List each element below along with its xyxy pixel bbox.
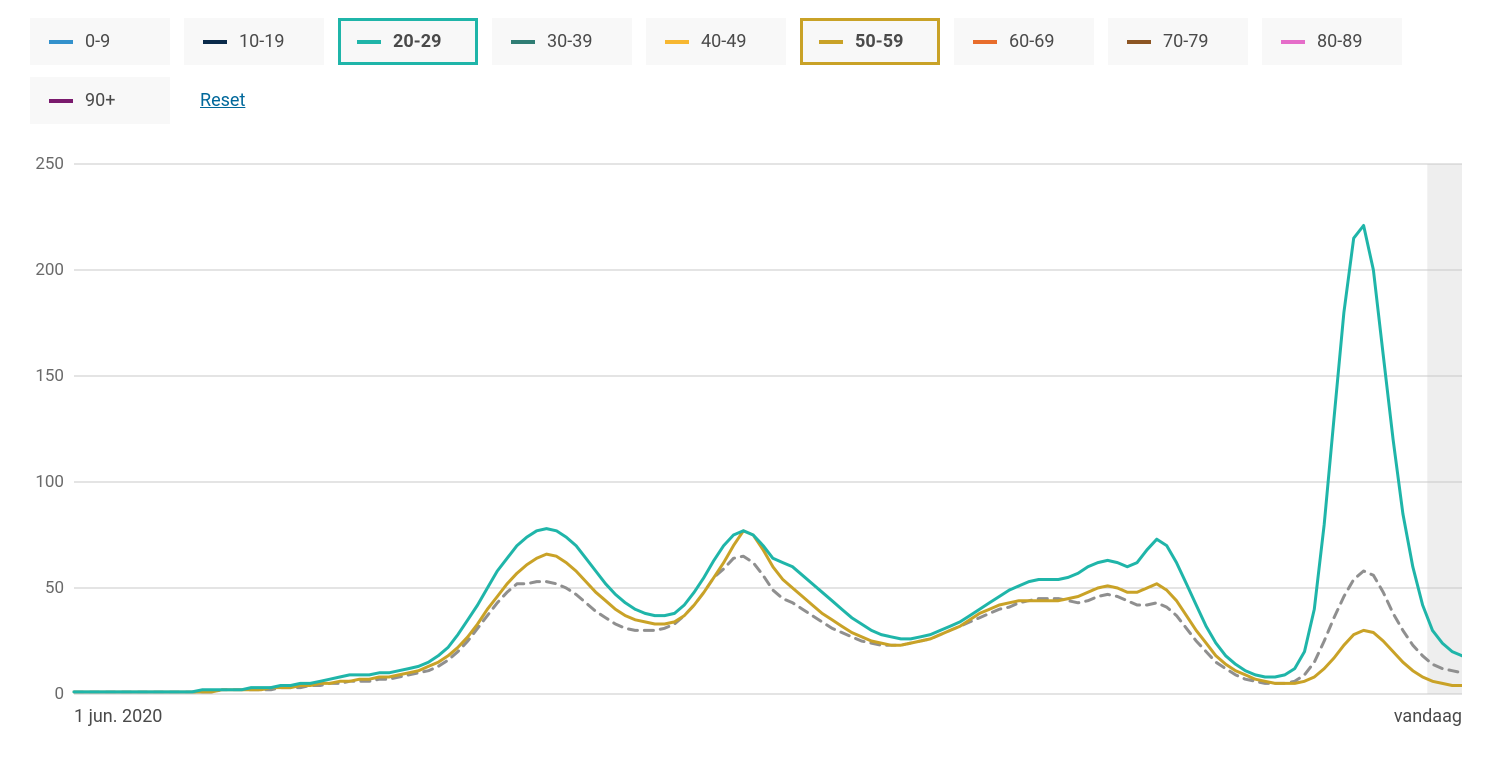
legend-item-label: 20-29 bbox=[393, 31, 441, 52]
y-tick-label: 50 bbox=[45, 578, 64, 598]
legend-item-label: 10-19 bbox=[239, 31, 284, 52]
legend-item-label: 90+ bbox=[85, 90, 115, 111]
y-tick-label: 100 bbox=[35, 472, 64, 492]
trailing-band bbox=[1427, 164, 1462, 694]
legend-item-50-59[interactable]: 50-59 bbox=[800, 18, 940, 65]
legend-item-0-9[interactable]: 0-9 bbox=[30, 18, 170, 65]
legend-swatch bbox=[203, 40, 227, 44]
legend-item-label: 70-79 bbox=[1163, 31, 1208, 52]
legend-item-label: 40-49 bbox=[701, 31, 746, 52]
y-tick-label: 250 bbox=[35, 154, 64, 174]
series-50-59 bbox=[74, 531, 1462, 692]
x-axis-end-label: vandaag bbox=[1394, 706, 1462, 727]
legend-swatch bbox=[973, 40, 997, 44]
legend: 0-9 10-19 20-29 30-39 40-49 50-59 60-69 70-79 80… bbox=[30, 18, 1462, 124]
legend-item-label: 60-69 bbox=[1009, 31, 1054, 52]
legend-item-10-19[interactable]: 10-19 bbox=[184, 18, 324, 65]
legend-item-30-39[interactable]: 30-39 bbox=[492, 18, 632, 65]
y-tick-label: 200 bbox=[35, 260, 64, 280]
series-average bbox=[74, 556, 1462, 692]
line-chart: 0 50 100 150 200 250 1 jun. 2020 vandaag bbox=[30, 154, 1462, 734]
legend-item-label: 80-89 bbox=[1317, 31, 1362, 52]
legend-item-60-69[interactable]: 60-69 bbox=[954, 18, 1094, 65]
reset-link[interactable]: Reset bbox=[184, 80, 324, 121]
legend-swatch bbox=[1281, 40, 1305, 44]
x-axis-start-label: 1 jun. 2020 bbox=[74, 706, 162, 727]
y-tick-label: 150 bbox=[35, 366, 64, 386]
legend-item-20-29[interactable]: 20-29 bbox=[338, 18, 478, 65]
legend-item-90plus[interactable]: 90+ bbox=[30, 77, 170, 124]
legend-item-label: 30-39 bbox=[547, 31, 592, 52]
chart-container: 0 50 100 150 200 250 1 jun. 2020 vandaag bbox=[30, 154, 1462, 734]
legend-item-label: 0-9 bbox=[85, 31, 110, 52]
y-tick-label: 0 bbox=[54, 684, 64, 704]
legend-swatch bbox=[357, 40, 381, 44]
legend-item-80-89[interactable]: 80-89 bbox=[1262, 18, 1402, 65]
legend-swatch bbox=[49, 40, 73, 44]
legend-swatch bbox=[819, 40, 843, 44]
legend-item-40-49[interactable]: 40-49 bbox=[646, 18, 786, 65]
series-20-29 bbox=[74, 226, 1462, 692]
legend-swatch bbox=[665, 40, 689, 44]
legend-swatch bbox=[49, 99, 73, 103]
legend-item-70-79[interactable]: 70-79 bbox=[1108, 18, 1248, 65]
legend-swatch bbox=[511, 40, 535, 44]
legend-item-label: 50-59 bbox=[855, 31, 903, 52]
legend-swatch bbox=[1127, 40, 1151, 44]
